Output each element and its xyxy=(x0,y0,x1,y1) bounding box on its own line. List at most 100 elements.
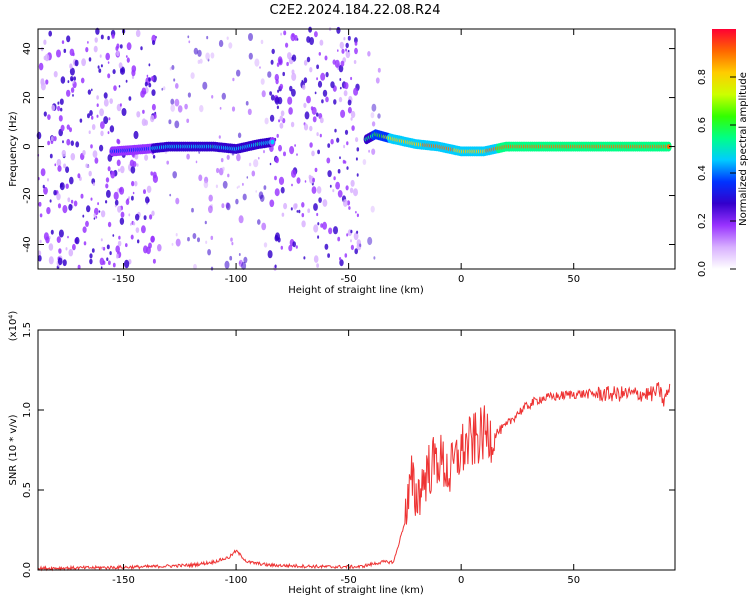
noise-blob xyxy=(345,50,351,59)
noise-blob xyxy=(248,52,253,60)
noise-blob xyxy=(202,81,208,90)
noise-blob xyxy=(135,213,140,221)
noise-blob xyxy=(339,41,344,49)
noise-blob xyxy=(82,150,86,156)
noise-blob xyxy=(82,226,87,233)
noise-blob xyxy=(116,253,119,259)
noise-blob xyxy=(263,185,267,190)
x-tick-label: 0 xyxy=(458,575,464,586)
noise-blob xyxy=(105,183,109,189)
noise-blob xyxy=(356,173,359,177)
noise-blob xyxy=(368,149,370,153)
noise-blob xyxy=(116,159,121,167)
noise-blob xyxy=(287,96,293,105)
noise-blob xyxy=(65,183,69,189)
noise-blob xyxy=(131,195,134,201)
noise-blob xyxy=(86,205,91,213)
noise-blob xyxy=(95,215,98,219)
noise-blob xyxy=(274,264,277,269)
noise-blob xyxy=(36,131,42,140)
noise-blob xyxy=(106,189,111,198)
noise-blob xyxy=(146,246,151,255)
noise-blob xyxy=(269,114,275,122)
noise-blob xyxy=(69,67,75,76)
noise-blob xyxy=(355,137,359,143)
noise-blob xyxy=(51,104,56,111)
noise-blob xyxy=(230,237,233,242)
y-tick-label: 40 xyxy=(22,42,33,55)
noise-blob xyxy=(341,48,345,54)
noise-blob xyxy=(367,236,373,246)
noise-blob xyxy=(65,166,70,173)
noise-blob xyxy=(329,184,332,188)
noise-blob xyxy=(324,243,329,250)
noise-blob xyxy=(316,64,319,70)
noise-blob xyxy=(72,243,76,251)
noise-blob xyxy=(328,227,333,235)
noise-blob xyxy=(61,149,66,157)
noise-blob xyxy=(203,180,209,189)
noise-blob xyxy=(350,229,353,234)
noise-blob xyxy=(100,210,106,218)
noise-blob xyxy=(310,106,314,111)
noise-blob xyxy=(40,47,44,52)
noise-blob xyxy=(96,103,99,107)
noise-blob xyxy=(87,165,90,168)
y-tick-label: -40 xyxy=(22,236,33,252)
noise-blob xyxy=(59,182,65,191)
y-tick-label: 0 xyxy=(22,143,33,149)
noise-blob xyxy=(342,199,348,207)
noise-blob xyxy=(99,54,102,58)
noise-blob xyxy=(371,121,376,127)
noise-blob xyxy=(66,89,71,97)
noise-blob xyxy=(260,39,264,45)
noise-blob xyxy=(54,163,57,167)
noise-blob xyxy=(308,174,312,180)
noise-blob xyxy=(107,154,113,162)
noise-blob xyxy=(49,153,53,159)
noise-blob xyxy=(311,150,315,157)
noise-blob xyxy=(302,84,306,90)
noise-blob xyxy=(370,112,375,119)
noise-blob xyxy=(118,62,123,69)
noise-blob xyxy=(77,264,81,270)
noise-blob xyxy=(274,234,279,242)
noise-blob xyxy=(102,246,106,251)
noise-blob xyxy=(80,77,85,84)
noise-blob xyxy=(46,207,51,215)
noise-blob xyxy=(343,37,346,41)
noise-blob xyxy=(83,241,87,246)
noise-blob xyxy=(107,35,110,41)
noise-blob xyxy=(169,66,172,71)
noise-blob xyxy=(301,220,306,228)
noise-blob xyxy=(70,140,75,146)
noise-blob xyxy=(210,52,215,59)
noise-blob xyxy=(112,262,116,268)
noise-blob xyxy=(107,131,110,135)
noise-blob xyxy=(100,64,103,68)
band-cell-core xyxy=(666,144,671,150)
noise-blob xyxy=(119,44,123,49)
noise-blob xyxy=(117,205,122,213)
noise-blob xyxy=(332,59,336,65)
noise-blob xyxy=(82,214,85,218)
noise-blob xyxy=(336,26,341,34)
noise-blob xyxy=(259,194,265,202)
noise-blob xyxy=(110,170,116,179)
noise-blob xyxy=(303,256,306,260)
noise-blob xyxy=(90,144,93,149)
noise-blob xyxy=(192,233,197,239)
noise-blob xyxy=(50,229,54,235)
noise-blob xyxy=(90,197,93,201)
noise-blob xyxy=(58,229,64,238)
noise-blob xyxy=(132,191,135,195)
noise-blob xyxy=(367,51,371,57)
noise-blob xyxy=(356,147,360,152)
noise-blob xyxy=(292,241,297,248)
noise-blob xyxy=(120,165,125,174)
noise-blob xyxy=(210,235,214,240)
y-tick-label: 1.0 xyxy=(22,402,33,418)
noise-blob xyxy=(198,174,203,182)
noise-blob xyxy=(102,260,106,265)
